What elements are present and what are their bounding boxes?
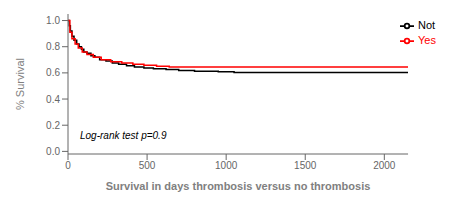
html-text:Yes: Yes <box>418 34 436 47</box>
svg-text:1500: 1500 <box>294 160 317 171</box>
svg-text:0.4: 0.4 <box>46 94 60 105</box>
svg-text:Survival in days thrombosis ve: Survival in days thrombosis versus no th… <box>106 180 371 192</box>
svg-text:1000: 1000 <box>215 160 238 171</box>
svg-text:0.8: 0.8 <box>46 41 60 52</box>
svg-text:0: 0 <box>65 160 71 171</box>
svg-text:0.6: 0.6 <box>46 67 60 78</box>
svg-text:0.0: 0.0 <box>46 146 60 157</box>
svg-text:% Survival: % Survival <box>14 58 26 110</box>
svg-text:0.2: 0.2 <box>46 120 60 131</box>
svg-text:2000: 2000 <box>373 160 396 171</box>
svg-text:500: 500 <box>139 160 156 171</box>
svg-text:1.0: 1.0 <box>46 15 60 26</box>
html-text:Log-rank test p=0.9: Log-rank test p=0.9 <box>80 130 167 141</box>
html-text:Not: Not <box>418 19 436 31</box>
